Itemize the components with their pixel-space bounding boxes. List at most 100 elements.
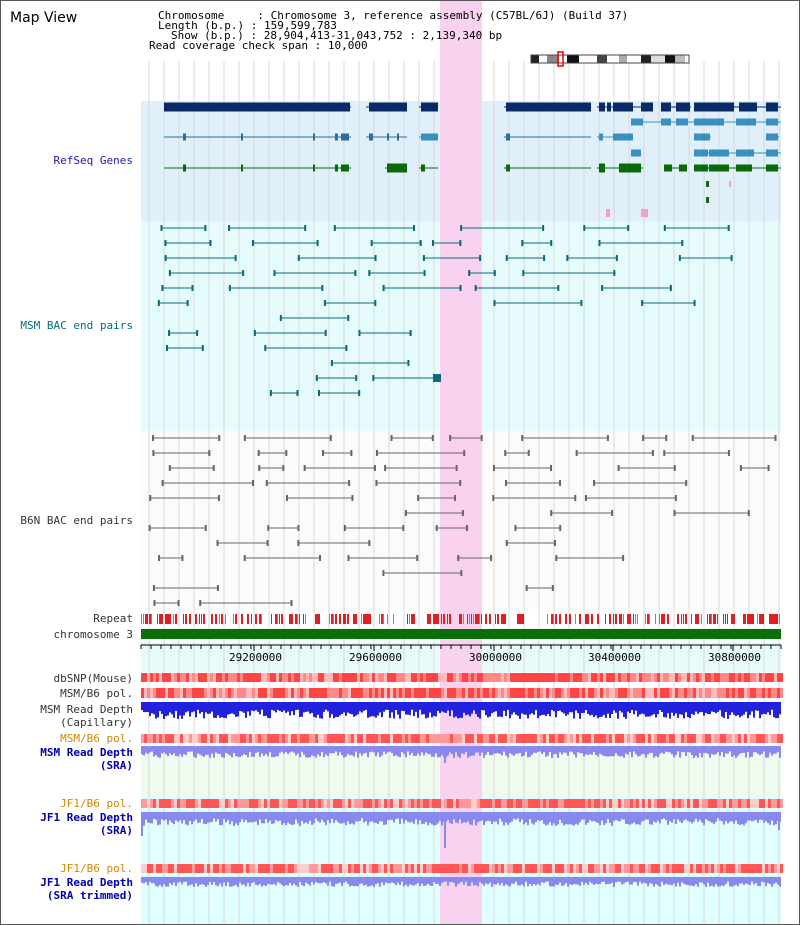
bac-end [168, 465, 171, 471]
read-depth-bar [593, 812, 595, 822]
polymorphism-cell [468, 734, 471, 743]
polymorphism-cell [534, 688, 537, 698]
read-depth-bar [385, 877, 387, 883]
gene-exon [641, 102, 653, 112]
read-depth-bar [537, 812, 539, 821]
polymorphism-cell [270, 688, 273, 698]
read-depth-bar [399, 746, 401, 758]
read-depth-bar [465, 746, 467, 752]
polymorphism-cell [204, 688, 207, 698]
polymorphism-cell [411, 673, 414, 682]
polymorphism-cell [465, 864, 468, 873]
polymorphism-cell [573, 734, 576, 743]
read-depth-bar [545, 812, 547, 826]
polymorphism-cell [546, 688, 549, 698]
read-depth-bar [671, 746, 673, 755]
polymorphism-cell [267, 734, 270, 743]
polymorphism-cell [375, 734, 378, 743]
repeat-mark [711, 614, 712, 624]
polymorphism-cell [306, 688, 309, 698]
polymorphism-cell [495, 673, 498, 682]
read-depth-bar [619, 702, 621, 711]
read-depth-bar [563, 877, 565, 886]
polymorphism-cell [720, 673, 723, 682]
polymorphism-cell [450, 734, 453, 743]
polymorphism-cell [360, 864, 363, 873]
bac-end [164, 240, 167, 246]
read-depth-bar [321, 746, 323, 752]
repeat-mark [551, 614, 553, 624]
read-depth-bar [185, 746, 187, 755]
polymorphism-cell [414, 734, 417, 743]
read-depth-bar [655, 812, 657, 823]
polymorphism-cell [234, 864, 237, 873]
polymorphism-cell [687, 864, 690, 873]
read-depth-bar [661, 746, 663, 753]
polymorphism-cell [633, 734, 636, 743]
bac-end [651, 450, 654, 456]
track-label-msm-bac[interactable]: MSM BAC end pairs [20, 319, 133, 332]
polymorphism-cell [216, 864, 219, 873]
polymorphism-cell [291, 734, 294, 743]
polymorphism-cell [288, 799, 291, 808]
polymorphism-cell [336, 734, 339, 743]
read-depth-bar [239, 702, 241, 712]
polymorphism-cell [774, 688, 777, 698]
read-depth-bar [721, 746, 723, 752]
polymorphism-cell [612, 688, 615, 698]
polymorphism-cell [402, 864, 405, 873]
read-depth-bar [263, 877, 265, 886]
polymorphism-cell [210, 799, 213, 808]
track-label-refseq[interactable]: RefSeq Genes [53, 154, 133, 167]
polymorphism-cell [312, 734, 315, 743]
read-depth-bar [349, 746, 351, 756]
polymorphism-cell [246, 734, 249, 743]
read-depth-bar [315, 702, 317, 718]
polymorphism-cell [321, 688, 324, 698]
read-depth-bar [701, 812, 703, 823]
read-depth-bar [221, 702, 223, 718]
read-depth-bar [619, 877, 621, 882]
read-depth-bar [565, 877, 567, 884]
polymorphism-cell [363, 799, 366, 808]
polymorphism-cell [201, 864, 204, 873]
read-depth-bar [165, 702, 167, 717]
bac-end [505, 255, 508, 261]
read-depth-bar [243, 702, 245, 713]
polymorphism-cell [576, 734, 579, 743]
read-depth-bar [577, 812, 579, 825]
read-depth-bar [731, 746, 733, 757]
read-depth-bar [547, 877, 549, 882]
read-depth-bar [387, 812, 389, 821]
polymorphism-cell [414, 799, 417, 808]
read-depth-bar [531, 812, 533, 824]
read-depth-bar [469, 812, 471, 825]
polymorphism-cell [705, 864, 708, 873]
polymorphism-cell [282, 688, 285, 698]
read-depth-bar [777, 877, 779, 885]
polymorphism-cell [180, 734, 183, 743]
polymorphism-cell [402, 673, 405, 682]
repeat-mark [147, 614, 148, 624]
polymorphism-cell [381, 673, 384, 682]
repeat-mark [149, 614, 151, 624]
polymorphism-cell [564, 864, 567, 873]
track-label-b6n-bac[interactable]: B6N BAC end pairs [20, 514, 133, 527]
read-depth-bar [541, 812, 543, 821]
read-depth-bar [153, 877, 155, 884]
read-depth-bar [687, 812, 689, 822]
read-depth-bar [257, 877, 259, 886]
polymorphism-cell [723, 864, 726, 873]
polymorphism-cell [432, 688, 435, 698]
read-depth-bar [631, 702, 633, 711]
read-depth-bar [177, 812, 179, 823]
bac-end [370, 240, 373, 246]
polymorphism-cell [249, 688, 252, 698]
bac-end [285, 450, 288, 456]
polymorphism-cell [153, 864, 156, 873]
read-depth-bar [537, 746, 539, 752]
read-depth-bar [589, 702, 591, 716]
polymorphism-cell [192, 688, 195, 698]
read-depth-bar [583, 746, 585, 757]
